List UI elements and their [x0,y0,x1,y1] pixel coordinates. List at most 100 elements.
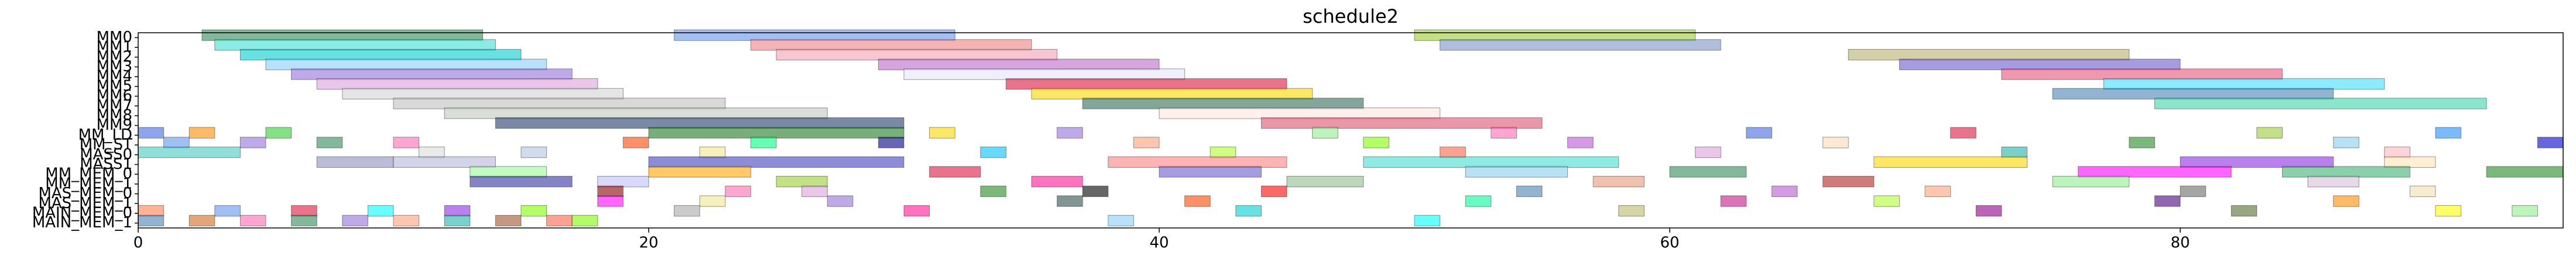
task-bar [265,127,292,139]
task-bar [367,205,394,217]
y-tick-label: MM5 [97,77,132,95]
task-bar [1108,215,1134,227]
task-bar [1082,185,1109,198]
task-bar [1746,127,1772,139]
task-bar [699,146,726,158]
task-bar [1491,127,1517,139]
task-bar [316,156,394,168]
task-bar [495,117,905,129]
task-bar [444,108,828,119]
y-tick-label: MM7 [97,97,132,115]
task-bar [929,127,955,139]
y-tick-label: MAS_MEM_0 [38,185,132,202]
task-bar [1312,127,1338,139]
y-tick-label: MAIN_MEM_0 [32,204,132,222]
y-tick-label: MM1 [97,39,132,56]
task-bar [495,215,522,227]
task-bar [393,215,420,227]
task-bar [189,215,215,227]
task-bar [776,175,828,188]
task-bar [1924,185,1951,198]
y-tick-label: MM_ST [80,136,132,154]
task-bar [1720,195,1747,207]
task-bar [1669,166,1747,178]
task-bar [2486,166,2564,178]
y-tick-label: MM8 [97,106,132,124]
task-bar [2129,137,2155,148]
task-bar [2409,185,2436,198]
task-bar [1108,156,1287,168]
task-bar [1031,175,1083,188]
task-bar [214,39,496,51]
task-bar [648,127,905,139]
task-bar [1057,127,1083,139]
task-bar [316,78,598,90]
task-bar [929,166,981,178]
task-bar [2384,146,2410,158]
task-bar [1363,156,1619,168]
task-bar [2078,166,2232,178]
task-bar [138,146,241,158]
task-bar [291,215,317,227]
task-bar [1465,166,1568,178]
task-bar [1159,166,1262,178]
task-bar [1159,108,1441,119]
task-bar [291,205,317,217]
task-bar [1899,58,2181,70]
task-bar [1975,205,2002,217]
task-bar [444,205,471,217]
task-bar [546,215,573,227]
task-bar [470,166,547,178]
task-bar [2103,78,2385,90]
task-bar [214,205,241,217]
task-bar [520,205,547,217]
task-bar [903,205,930,217]
task-bar [2154,195,2181,207]
task-bar [1031,88,1313,100]
task-bar [2282,166,2410,178]
task-bar [201,29,484,41]
task-bar [980,185,1006,198]
task-bar [878,137,905,148]
task-bar [1516,185,1543,198]
task-bar [622,137,649,148]
x-tick-label: 0 [133,234,143,252]
task-bar [316,137,343,148]
task-bar [2435,205,2462,217]
y-tick-label: MM_LD [78,126,132,144]
task-bar [138,127,165,139]
task-bar [2537,137,2564,148]
task-bar [597,175,649,188]
x-tick-label: 80 [2170,234,2190,252]
task-bar [1440,39,1721,51]
task-bar [2231,205,2258,217]
plot-frame [138,32,2564,229]
y-tick-label: MM_MEM_1 [45,175,132,192]
task-bar [1005,78,1287,90]
task-bar [648,166,751,178]
task-bar [1823,137,1849,148]
task-bar [419,146,445,158]
task-bar [2512,205,2538,217]
task-bar [2256,127,2283,139]
task-bar [2333,195,2359,207]
task-bar [444,215,471,227]
task-bar [1082,98,1364,109]
task-bar [239,49,522,61]
task-bar [1260,185,1287,198]
y-tick-label: MAIN_MEM_1 [32,214,132,231]
task-bar [393,98,726,109]
y-tick-label: MM0 [97,29,132,46]
y-tick-label: MM4 [97,68,132,85]
task-bar [470,175,573,188]
task-bar [1465,195,1492,207]
task-bar [1873,156,2027,168]
task-bar [239,137,266,148]
task-bar [750,39,1032,51]
task-bar [725,185,751,198]
task-bar [1235,205,1262,217]
task-bar [342,215,368,227]
y-tick-label: MASS0 [80,146,132,163]
task-bar [2052,175,2130,188]
task-bar [1260,117,1543,129]
